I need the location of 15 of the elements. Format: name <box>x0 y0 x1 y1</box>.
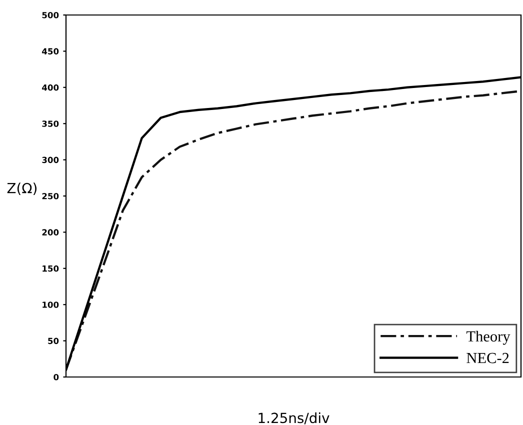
y-tick-label: 200 <box>42 229 59 236</box>
y-tick-label: 150 <box>42 265 59 272</box>
y-tick-label: 300 <box>42 156 59 164</box>
legend-label: NEC-2 <box>466 352 509 364</box>
y-tick-label: 100 <box>42 302 59 308</box>
x-axis-title: 1.25ns/div <box>258 412 330 424</box>
y-tick-label: 350 <box>42 120 59 127</box>
legend-label: Theory <box>466 330 510 345</box>
y-tick-label: 250 <box>42 192 59 200</box>
y-axis-title: Z(Ω) <box>7 182 37 195</box>
y-tick-label: 400 <box>42 84 59 91</box>
y-tick-label: 0 <box>54 374 59 380</box>
y-tick-label: 450 <box>42 48 59 54</box>
y-tick-label: 50 <box>48 338 59 344</box>
y-tick-label: 500 <box>42 12 59 18</box>
